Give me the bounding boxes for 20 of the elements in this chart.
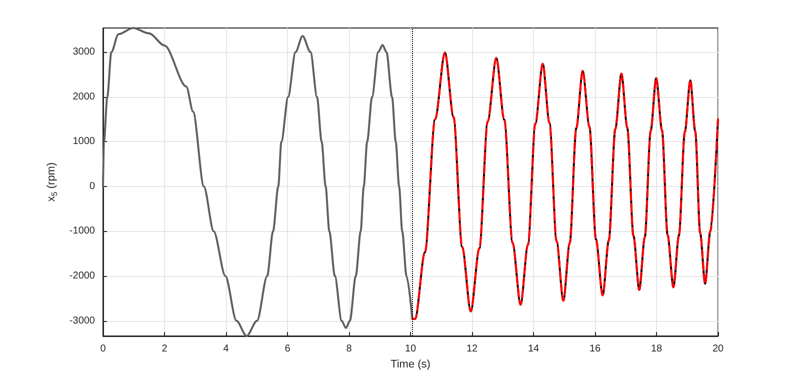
x-tick-label: 16 [589, 344, 601, 354]
x-tick-label: 10 [404, 344, 416, 354]
y-axis-title: x5 (rpm) [46, 162, 60, 202]
x-tick-label: 0 [100, 344, 106, 354]
x-tick-label: 14 [528, 344, 540, 354]
y-tick-label: 2000 [72, 91, 96, 102]
y-tick-label: -3000 [69, 315, 96, 326]
y-tick-label: -1000 [69, 226, 96, 237]
x-tick-label: 4 [223, 344, 230, 354]
x-axis-title: Time (s) [390, 358, 430, 370]
y-tick-label: -2000 [69, 270, 96, 282]
x-tick-label: 20 [712, 344, 724, 354]
y-tick-label: 3000 [72, 46, 96, 58]
x-tick-label: 18 [650, 344, 662, 354]
x-tick-label: 6 [284, 344, 291, 354]
y-tick-label: 1000 [72, 136, 96, 148]
x-tick-label: 8 [346, 344, 352, 354]
y-tick-label: 0 [89, 180, 96, 192]
x-tick-label: 2 [162, 344, 168, 354]
x-tick-label: 12 [466, 344, 478, 354]
